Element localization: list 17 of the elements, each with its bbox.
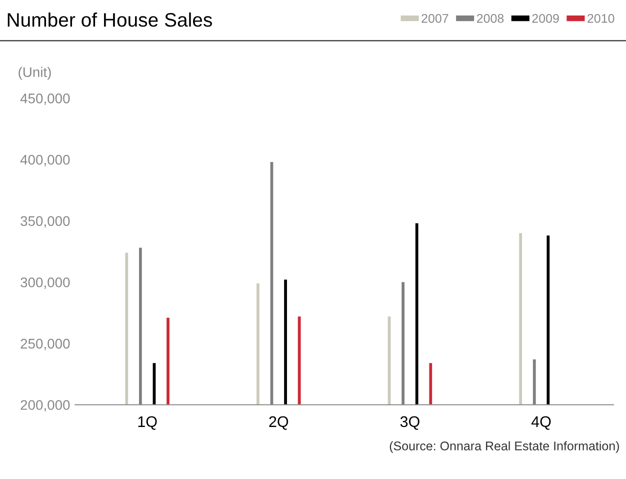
legend-label: 2008 bbox=[476, 14, 504, 23]
chart-title: Number of House Sales bbox=[8, 12, 212, 27]
y-tick-label: 250,000 bbox=[20, 338, 70, 350]
y-tick-label: 400,000 bbox=[20, 154, 70, 166]
text: (Source: Onnara Real Estate Information) bbox=[390, 441, 619, 453]
x-tick-label: 1Q bbox=[138, 416, 157, 430]
x-tick-label: 2Q bbox=[269, 416, 288, 430]
x-tick-label: 4Q bbox=[531, 416, 551, 430]
y-tick-label: 200,000 bbox=[20, 400, 70, 412]
legend-label: 2010 bbox=[588, 14, 614, 23]
y-axis-title: (Unit) bbox=[18, 66, 51, 80]
legend-label: 2007 bbox=[422, 14, 448, 23]
legend-label: 2009 bbox=[532, 14, 559, 23]
y-tick-label: 450,000 bbox=[20, 94, 70, 106]
y-tick-label: 300,000 bbox=[20, 277, 70, 289]
x-tick-label: 3Q bbox=[400, 416, 420, 430]
y-tick-label: 350,000 bbox=[20, 216, 70, 228]
